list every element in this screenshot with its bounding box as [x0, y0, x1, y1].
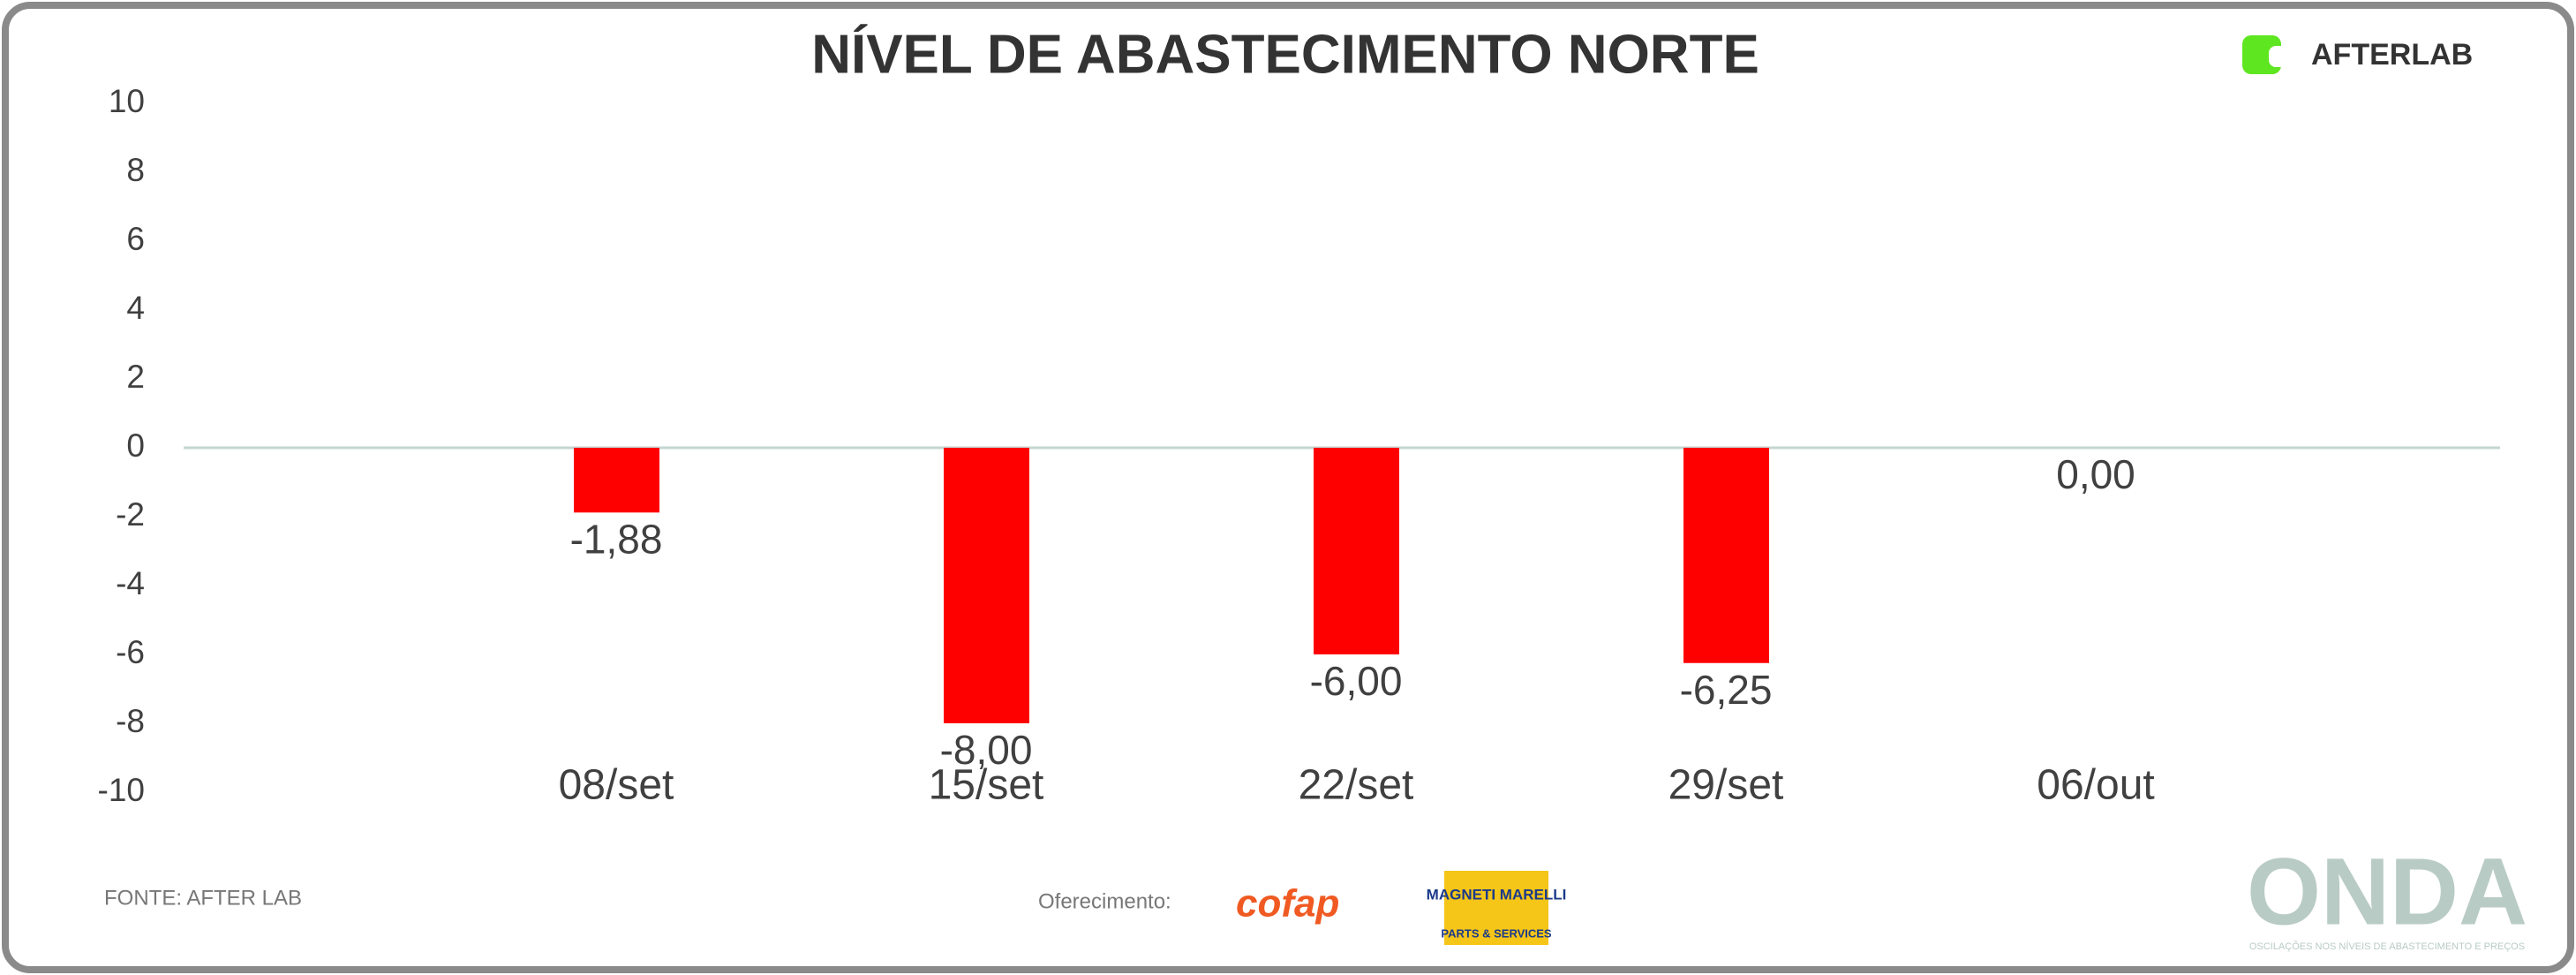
data-label: 0,00 — [2056, 451, 2135, 497]
x-tick-label: 08/set — [559, 762, 674, 809]
sponsor-box — [1444, 871, 1548, 945]
y-tick-label: -10 — [98, 772, 145, 808]
data-label: -6,25 — [1680, 667, 1773, 713]
sponsor-parts: PARTS & SERVICES — [1441, 926, 1552, 940]
data-label: -8,00 — [940, 727, 1033, 773]
y-tick-label: 0 — [126, 427, 145, 464]
x-tick-label: 06/out — [2037, 762, 2154, 809]
bar — [574, 448, 659, 513]
brand-tagline: OSCILAÇÕES NOS NÍVEIS DE ABASTECIMENTO E… — [2249, 941, 2525, 952]
data-label: -6,00 — [1310, 658, 1403, 704]
source: FONTE: AFTER LAB — [104, 886, 302, 910]
sponsor-label: Oferecimento: — [1038, 889, 1171, 913]
y-tick-label: -6 — [116, 634, 145, 670]
y-tick-label: -2 — [116, 496, 145, 533]
bar — [944, 448, 1029, 723]
y-tick-label: 6 — [126, 221, 145, 257]
sponsor-cofap: cofap — [1236, 882, 1339, 926]
bar — [1683, 448, 1769, 663]
sponsor-magneti: MAGNETI MARELLI — [1427, 886, 1567, 903]
data-label: -1,88 — [570, 516, 663, 562]
logo: AFTERLAB — [2242, 35, 2473, 74]
logo-icon-cut — [2269, 46, 2295, 67]
y-tick-label: 8 — [126, 152, 145, 188]
x-tick-label: 29/set — [1668, 762, 1784, 809]
brand: ONDA — [2247, 838, 2527, 945]
y-tick-label: 10 — [109, 83, 145, 119]
x-tick-label: 15/set — [929, 762, 1044, 809]
y-tick-label: 2 — [126, 359, 145, 395]
x-tick-label: 22/set — [1299, 762, 1414, 809]
logo-text: AFTERLAB — [2311, 38, 2473, 72]
y-tick-label: -8 — [116, 703, 145, 739]
y-tick-label: 4 — [126, 290, 145, 326]
chart-title: NÍVEL DE ABASTECIMENTO NORTE — [811, 24, 1759, 85]
bar — [1314, 448, 1399, 654]
y-tick-label: -4 — [116, 565, 145, 601]
